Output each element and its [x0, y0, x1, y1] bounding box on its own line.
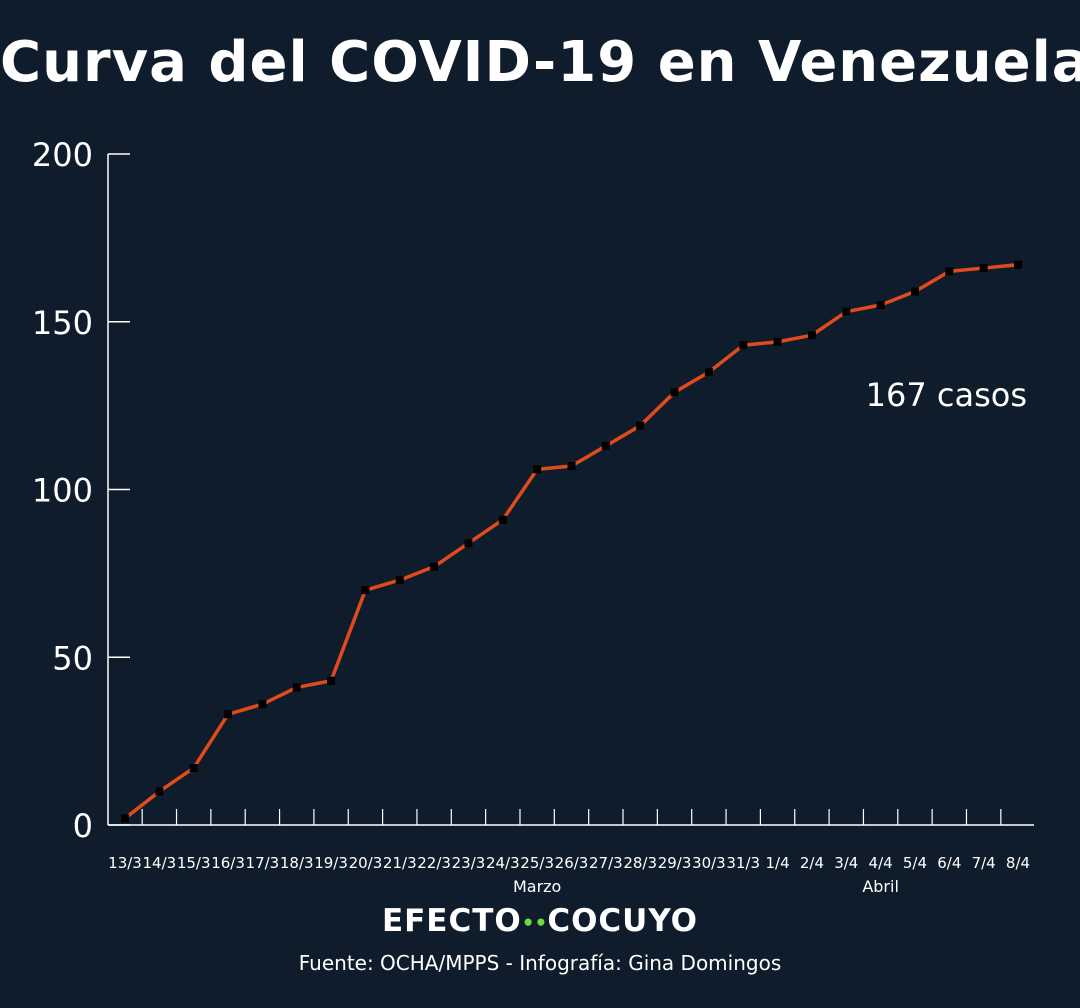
x-tick-label: 15/3	[177, 854, 211, 872]
brand-dots: ••	[521, 910, 548, 935]
x-tick-label: 19/3	[314, 854, 348, 872]
data-point	[430, 562, 439, 571]
x-tick-label: 16/3	[211, 854, 245, 872]
data-point	[327, 676, 336, 685]
x-tick-label: 13/3	[108, 854, 142, 872]
data-point	[155, 787, 164, 796]
data-point	[910, 287, 919, 296]
y-tick-label: 100	[32, 472, 93, 510]
data-point	[395, 576, 404, 585]
data-point	[1014, 260, 1022, 269]
x-tick-label: 24/3	[486, 854, 520, 872]
y-tick-label: 200	[32, 136, 93, 174]
x-tick-label: 6/4	[937, 854, 961, 872]
x-tick-label: 14/3	[143, 854, 177, 872]
x-tick-label: 21/3	[383, 854, 417, 872]
x-tick-label: 28/3	[623, 854, 657, 872]
data-point	[945, 267, 954, 276]
data-point	[258, 700, 267, 709]
data-point	[464, 539, 473, 548]
x-tick-label: 29/3	[658, 854, 692, 872]
series-line	[123, 262, 1019, 820]
brand-logo: EFECTO••COCUYO	[0, 903, 1080, 939]
data-point	[739, 341, 748, 350]
brand-left: EFECTO	[381, 903, 522, 939]
x-tick-label: 3/4	[834, 854, 858, 872]
x-tick-label: 20/3	[349, 854, 383, 872]
x-tick-label: 5/4	[903, 854, 927, 872]
source-credit: Fuente: OCHA/MPPS - Infografía: Gina Dom…	[298, 951, 782, 975]
data-point	[670, 388, 679, 397]
month-label-marzo: Marzo	[513, 877, 561, 896]
x-tick-label: 22/3	[417, 854, 451, 872]
x-tick-label: 27/3	[589, 854, 623, 872]
x-tick-label: 1/4	[766, 854, 790, 872]
x-tick-label: 25/3	[520, 854, 554, 872]
x-tick-label: 30/3	[692, 854, 726, 872]
x-tick-label: 18/3	[280, 854, 314, 872]
y-tick-label: 150	[32, 304, 93, 342]
annotation-label: 167 casos	[866, 376, 1027, 414]
x-tick-label: 7/4	[972, 854, 996, 872]
data-point	[533, 465, 542, 474]
data-point	[636, 421, 645, 430]
chart-title: Curva del COVID-19 en Venezuela	[0, 30, 1080, 95]
x-tick-label: 4/4	[869, 854, 893, 872]
data-point	[292, 683, 301, 692]
data-point	[842, 307, 851, 316]
data-point	[567, 462, 576, 471]
x-tick-label: 31/3	[726, 854, 760, 872]
data-point	[807, 331, 816, 340]
data-point	[601, 441, 610, 450]
data-point	[979, 264, 988, 273]
data-point	[121, 814, 129, 823]
data-point	[704, 368, 713, 377]
data-point	[189, 763, 198, 772]
x-tick-label: 17/3	[246, 854, 280, 872]
data-point	[876, 300, 885, 309]
data-point	[361, 586, 370, 595]
data-point	[773, 337, 782, 346]
x-tick-label: 2/4	[800, 854, 824, 872]
y-tick-label: 0	[73, 807, 93, 845]
x-tick-label: 23/3	[452, 854, 486, 872]
x-tick-label: 8/4	[1006, 854, 1030, 872]
month-label-abril: Abril	[862, 877, 899, 896]
data-point	[498, 515, 507, 524]
brand-right: COCUYO	[547, 903, 699, 939]
y-tick-label: 50	[52, 639, 93, 677]
x-tick-label: 26/3	[555, 854, 589, 872]
data-point	[224, 710, 233, 719]
